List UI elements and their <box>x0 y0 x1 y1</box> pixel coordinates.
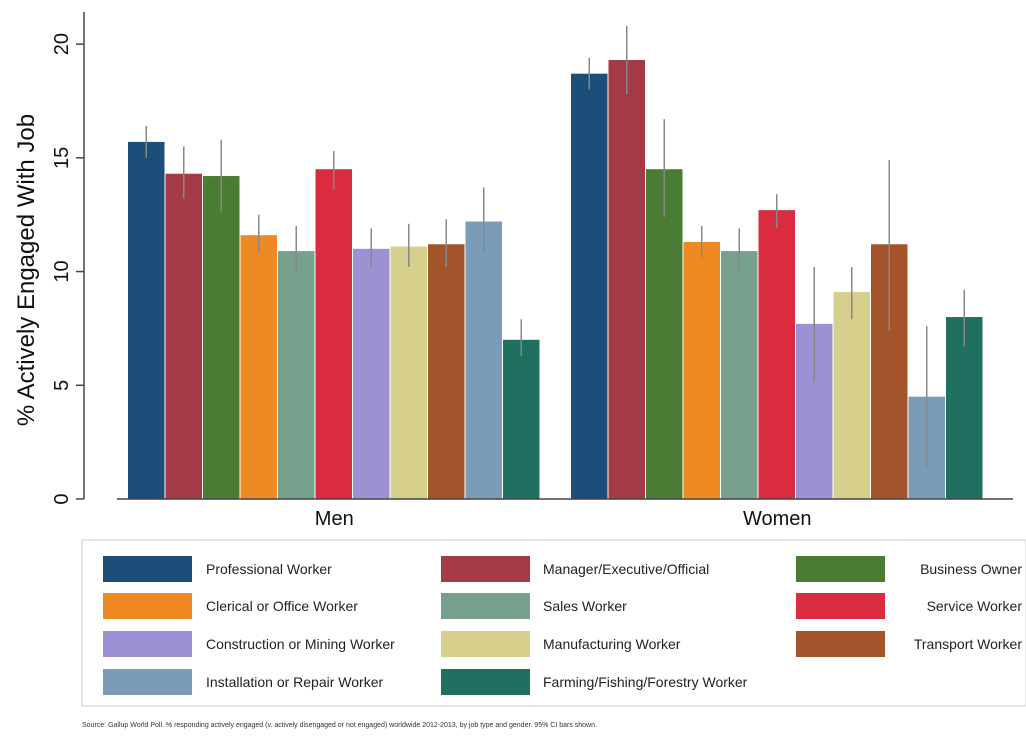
bar <box>315 169 352 500</box>
error-bars <box>145 25 965 468</box>
y-axis-label: % Actively Engaged With Job <box>13 114 40 426</box>
legend-swatch <box>796 556 885 582</box>
bar <box>428 244 465 499</box>
legend-swatch <box>441 631 530 657</box>
legend-label: Construction or Mining Worker <box>206 636 395 652</box>
legend-label: Clerical or Office Worker <box>206 598 358 614</box>
bar <box>165 173 202 500</box>
legend-swatch <box>796 593 885 619</box>
legend-label: Service Worker <box>927 598 1023 614</box>
legend-label: Manager/Executive/Official <box>543 561 709 577</box>
legend-label: Business Owner <box>920 561 1022 577</box>
bar <box>608 60 645 500</box>
legend-swatch <box>103 556 192 582</box>
y-tick-label: 20 <box>51 33 73 55</box>
source-note: Source: Gallup World Poll. % responding … <box>82 722 597 729</box>
legend-swatch <box>441 669 530 695</box>
legend-label: Professional Worker <box>206 561 332 577</box>
legend-label: Sales Worker <box>543 598 627 614</box>
bar <box>946 317 983 499</box>
x-tick-label: Men <box>315 508 354 530</box>
legend-swatch <box>103 593 192 619</box>
legend-swatch <box>103 669 192 695</box>
legend-label: Installation or Repair Worker <box>206 674 383 690</box>
legend-label: Manufacturing Worker <box>543 636 681 652</box>
legend-swatch <box>441 556 530 582</box>
bar <box>721 251 758 499</box>
bars <box>128 60 983 500</box>
y-tick-label: 15 <box>51 147 73 169</box>
legend-label: Farming/Fishing/Forestry Worker <box>543 674 748 690</box>
legend: Professional Worker Manager/Executive/Off… <box>103 556 1022 695</box>
bar <box>683 241 720 499</box>
bar <box>646 169 683 500</box>
x-tick-label: Women <box>743 508 812 530</box>
legend-swatch <box>796 631 885 657</box>
y-tick-label: 10 <box>51 260 73 282</box>
y-axis: 0 5 10 15 20 <box>51 12 85 505</box>
bar <box>465 221 502 499</box>
bar <box>758 210 795 499</box>
x-axis-tick-labels: Men Women <box>315 508 812 530</box>
y-tick-label: 5 <box>51 380 73 391</box>
bar <box>571 73 608 500</box>
bar <box>390 246 427 499</box>
bar <box>503 339 540 499</box>
bar <box>278 251 315 499</box>
bar <box>833 292 870 499</box>
bar <box>203 176 240 499</box>
legend-swatch <box>103 631 192 657</box>
legend-label: Transport Worker <box>914 636 1022 652</box>
legend-swatch <box>441 593 530 619</box>
bar <box>240 235 277 500</box>
y-tick-label: 0 <box>51 493 73 504</box>
bar <box>128 141 165 500</box>
bar <box>353 248 390 499</box>
